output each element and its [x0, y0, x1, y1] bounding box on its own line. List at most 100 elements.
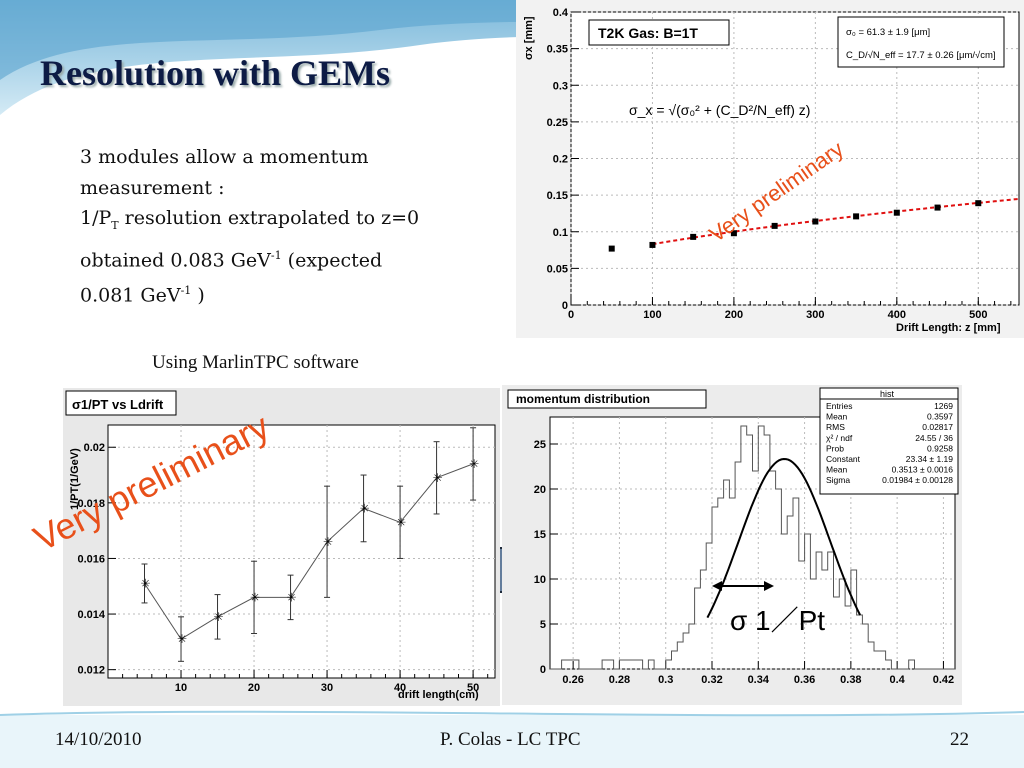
resolution-vs-drift-chart: 0 100 200 300 400 500 0 0.05 0.1 0.15 0.2 0.25 0.3 0.…	[516, 0, 1024, 338]
chart3-stat-label: Prob	[826, 443, 844, 453]
chart3-stat-label: Constant	[826, 454, 861, 464]
chart1-x-tick-label: 500	[969, 309, 987, 321]
chart2-y-tick-label: 0.02	[84, 442, 105, 454]
chart1-data-point	[608, 245, 615, 252]
chart2-x-tick-label: 40	[394, 682, 406, 694]
chart1-box-label: T2K Gas: B=1T	[598, 25, 698, 41]
chart1-label-box	[588, 19, 730, 46]
chart3-x-tick-label: 0.34	[748, 674, 770, 686]
chart1-ylabel: σx [mm]	[523, 16, 535, 60]
chart3-stat-label: χ² / ndf	[826, 433, 853, 443]
chart3-y-tick-label: 25	[534, 439, 546, 451]
caption: Using MarlinTPC software	[152, 352, 359, 373]
chart1-xlabel: Drift Length: z [mm]	[896, 322, 1001, 334]
chart2-data-point: ✳	[360, 501, 370, 515]
chart3-stat-value: 0.3597	[927, 412, 953, 422]
chart3-x-tick-label: 0.3	[658, 674, 673, 686]
chart3-x-tick-label: 0.42	[933, 674, 954, 686]
chart3-stat-label: Mean	[826, 465, 848, 475]
chart3-y-tick-label: 15	[534, 529, 546, 541]
chart3-x-tick-label: 0.36	[794, 674, 815, 686]
chart2-title: σ1/PT vs Ldrift	[72, 397, 164, 412]
chart1-data-point	[771, 222, 778, 229]
chart1-fit-line	[652, 197, 1020, 246]
chart2-y-tick-label: 0.016	[77, 553, 105, 565]
chart1-x-tick-label: 200	[725, 309, 743, 321]
chart1-data-point	[853, 213, 860, 220]
chart3-title: momentum distribution	[516, 392, 650, 406]
chart2-ylabel: 1/PT(1/GeV)	[69, 448, 81, 510]
slide-title: Resolution with GEMs	[40, 53, 391, 93]
arrowhead-left-icon	[712, 581, 722, 591]
chart2-title-box	[65, 390, 177, 416]
chart3-x-tick-label: 0.4	[889, 674, 905, 686]
chart3-stat-label: Entries	[826, 401, 852, 411]
chart2-data-point: ✳	[433, 471, 443, 485]
chart2-x-tick-label: 50	[467, 682, 479, 694]
chart1-x-tick-label: 100	[643, 309, 661, 321]
chart2-xlabel: drift length(cm)	[398, 689, 479, 701]
chart3-stat-label: Mean	[826, 412, 848, 422]
chart1-y-tick-label: 0.15	[547, 190, 568, 202]
chart1-y-tick-label: 0.2	[553, 154, 568, 166]
chart1-stat-0: σ₀ = 61.3 ± 1.9 [μm]	[846, 27, 930, 38]
chart2-data-point: ✳	[214, 610, 224, 624]
chart3-y-tick-label: 20	[534, 484, 546, 496]
chart1-data-point	[649, 241, 656, 248]
chart2-x-tick-label: 30	[321, 682, 333, 694]
chart1-data-point	[934, 204, 941, 211]
body-line-1: 3 modules allow a momentum measurement :	[80, 146, 369, 199]
chart3-stats-box: hist Entries 1269 Mean 0.3597 RMS 0.02817 χ² /…	[819, 387, 959, 495]
chart1-formula: σ_x = √(σ₀² + (C_D²/N_eff) z)	[629, 102, 810, 118]
chart1-y-tick-label: 0.25	[547, 117, 568, 129]
chart2-data-point: ✳	[323, 535, 333, 549]
chart2-data-point: ✳	[177, 632, 187, 646]
chart1-y-tick-label: 0.3	[553, 80, 568, 92]
body-text: 3 modules allow a momentum measurement :…	[80, 142, 480, 311]
chart2-y-tick-label: 0.014	[77, 609, 105, 621]
chart3-stat-label: RMS	[826, 422, 845, 432]
chart3-title-box	[507, 389, 707, 409]
footer-band	[0, 715, 1024, 768]
chart1-data-point	[812, 218, 819, 225]
chart3-stats-title: hist	[880, 389, 895, 399]
body-line-3: obtained 0.083 GeV-1 (expected	[80, 249, 383, 272]
chart2-data-point: ✳	[287, 590, 297, 604]
footer-page: 22	[950, 729, 969, 750]
chart1-stat-1: C_D/√N_eff = 17.7 ± 0.26 [μm/√cm]	[846, 50, 996, 61]
arrowhead-right-icon	[764, 581, 774, 591]
chart1-data-point	[690, 233, 697, 240]
chart3-x-tick-label: 0.38	[840, 674, 861, 686]
chart3-stat-value: 24.55 / 36	[915, 433, 953, 443]
chart3-y-tick-label: 0	[540, 664, 546, 676]
chart3-y-tick-label: 5	[540, 619, 546, 631]
sigma-pt-vs-drift-chart: 10 20 30 40 50 0.012 0.014 0.016 0.018 0.02 ✳ ✳ ✳ ✳ ✳…	[30, 380, 500, 706]
chart1-y-tick-label: 0	[562, 300, 568, 312]
chart3-stat-value: 0.01984 ± 0.00128	[882, 475, 953, 485]
chart2-plot-area	[107, 424, 496, 679]
chart3-x-tick-label: 0.26	[562, 674, 583, 686]
chart2-data-point: ✳	[250, 590, 260, 604]
momentum-distribution-chart: 0.26 0.28 0.3 0.32 0.34 0.36 0.38 0.4 0.42 0 5 10 15…	[502, 385, 962, 705]
chart3-annotation: σ 1／Pt	[730, 605, 825, 636]
chart1-x-tick-label: 0	[568, 309, 574, 321]
chart3-x-tick-label: 0.32	[701, 674, 722, 686]
chart3-x-tick-label: 0.28	[609, 674, 630, 686]
chart3-histogram-outline	[550, 425, 955, 670]
body-line-2: 1/PT resolution extrapolated to z=0	[80, 207, 420, 232]
chart3-stat-value: 23.34 ± 1.19	[906, 454, 953, 464]
chart3-y-tick-label: 10	[534, 574, 546, 586]
footer-line	[0, 710, 1024, 717]
chart1-data-point	[730, 230, 737, 237]
chart2-x-tick-label: 10	[175, 682, 187, 694]
chart3-stat-value: 0.3513 ± 0.0016	[892, 465, 954, 475]
chart1-y-tick-label: 0.4	[553, 7, 569, 19]
chart1-x-tick-label: 400	[888, 309, 906, 321]
chart1-data-point	[893, 209, 900, 216]
chart3-stat-value: 0.02817	[922, 422, 953, 432]
chart2-x-tick-label: 20	[248, 682, 260, 694]
footer-date: 14/10/2010	[55, 729, 142, 750]
chart3-stat-label: Sigma	[826, 475, 850, 485]
chart1-data-point	[975, 200, 982, 207]
chart1-x-tick-label: 300	[806, 309, 824, 321]
